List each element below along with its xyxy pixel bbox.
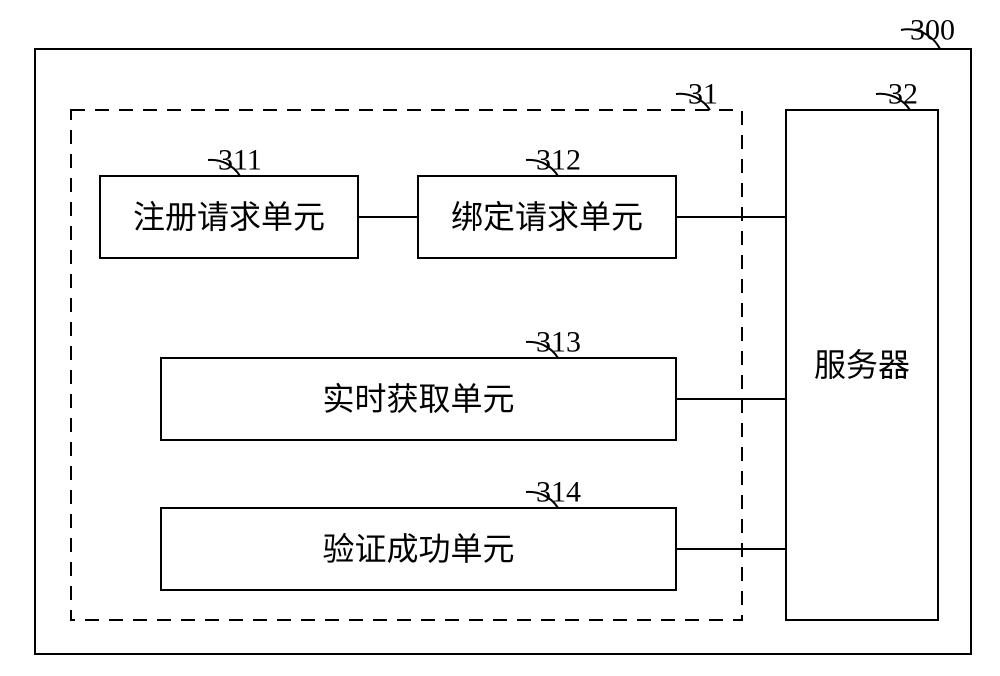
register-unit-label: 注册请求单元 xyxy=(133,199,325,235)
label-311: 311 xyxy=(218,144,262,177)
label-31: 31 xyxy=(688,78,718,111)
label-313: 313 xyxy=(536,326,581,359)
label-32: 32 xyxy=(888,78,918,111)
server-label: 服务器 xyxy=(814,347,910,383)
label-312: 312 xyxy=(536,144,581,177)
verify-unit-label: 验证成功单元 xyxy=(322,531,514,567)
label-314: 314 xyxy=(536,476,581,509)
label-300: 300 xyxy=(910,14,955,47)
bind-unit-label: 绑定请求单元 xyxy=(451,199,643,235)
realtime-unit-label: 实时获取单元 xyxy=(322,381,514,417)
